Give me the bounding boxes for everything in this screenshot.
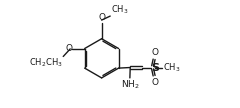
Text: S: S xyxy=(151,63,159,72)
Text: CH$_3$: CH$_3$ xyxy=(163,61,180,74)
Text: O: O xyxy=(151,78,158,87)
Text: O: O xyxy=(98,13,105,22)
Text: NH$_2$: NH$_2$ xyxy=(120,78,139,91)
Text: O: O xyxy=(65,44,72,53)
Text: CH$_3$: CH$_3$ xyxy=(111,3,128,16)
Text: O: O xyxy=(151,48,158,57)
Text: CH$_2$CH$_3$: CH$_2$CH$_3$ xyxy=(29,57,63,69)
